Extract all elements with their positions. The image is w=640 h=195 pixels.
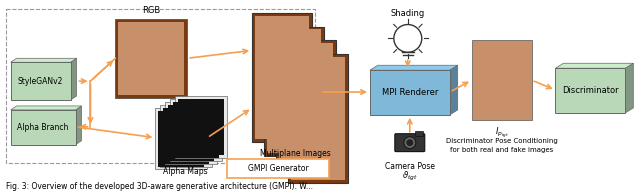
FancyBboxPatch shape bbox=[115, 19, 188, 98]
FancyBboxPatch shape bbox=[279, 43, 333, 167]
FancyBboxPatch shape bbox=[556, 68, 625, 113]
Text: $I_{p_{tgt}}$: $I_{p_{tgt}}$ bbox=[495, 126, 509, 140]
Polygon shape bbox=[625, 63, 634, 113]
FancyBboxPatch shape bbox=[173, 102, 220, 158]
Polygon shape bbox=[11, 106, 81, 110]
Text: MPI Renderer: MPI Renderer bbox=[381, 88, 438, 97]
Polygon shape bbox=[11, 58, 77, 62]
Text: Discriminator Pose Conditioning: Discriminator Pose Conditioning bbox=[445, 138, 557, 144]
Text: for both real and fake images: for both real and fake images bbox=[450, 147, 553, 153]
FancyBboxPatch shape bbox=[395, 134, 425, 152]
FancyBboxPatch shape bbox=[165, 102, 217, 164]
FancyBboxPatch shape bbox=[118, 21, 184, 95]
Text: Alpha Maps: Alpha Maps bbox=[163, 168, 207, 176]
Text: Alpha Branch: Alpha Branch bbox=[17, 123, 68, 132]
FancyBboxPatch shape bbox=[163, 108, 209, 164]
FancyBboxPatch shape bbox=[415, 131, 423, 136]
FancyBboxPatch shape bbox=[252, 13, 312, 142]
FancyBboxPatch shape bbox=[161, 105, 212, 167]
Text: StyleGANv2: StyleGANv2 bbox=[18, 77, 63, 86]
FancyBboxPatch shape bbox=[170, 99, 222, 160]
FancyBboxPatch shape bbox=[11, 110, 76, 145]
FancyBboxPatch shape bbox=[175, 96, 227, 158]
Polygon shape bbox=[556, 63, 634, 68]
Text: RGB: RGB bbox=[142, 6, 161, 15]
FancyBboxPatch shape bbox=[168, 105, 214, 160]
Text: Shading: Shading bbox=[390, 9, 425, 18]
Text: GMPI Generator: GMPI Generator bbox=[248, 164, 308, 173]
Circle shape bbox=[406, 139, 413, 146]
Circle shape bbox=[404, 137, 416, 149]
Polygon shape bbox=[70, 58, 77, 100]
FancyBboxPatch shape bbox=[267, 29, 321, 153]
Polygon shape bbox=[370, 65, 458, 70]
Polygon shape bbox=[450, 65, 458, 115]
FancyBboxPatch shape bbox=[370, 70, 450, 115]
FancyBboxPatch shape bbox=[288, 54, 348, 183]
Text: Camera Pose: Camera Pose bbox=[385, 161, 435, 171]
FancyBboxPatch shape bbox=[276, 40, 336, 169]
Text: Discriminator: Discriminator bbox=[562, 86, 619, 95]
FancyBboxPatch shape bbox=[11, 62, 70, 100]
FancyBboxPatch shape bbox=[472, 40, 532, 120]
Text: Fig. 3: Overview of the developed 3D-aware generative architecture (GMPI). W...: Fig. 3: Overview of the developed 3D-awa… bbox=[6, 182, 313, 191]
FancyBboxPatch shape bbox=[179, 99, 224, 155]
Text: Multiplane Images: Multiplane Images bbox=[260, 149, 330, 158]
FancyBboxPatch shape bbox=[158, 111, 204, 167]
FancyBboxPatch shape bbox=[227, 159, 329, 178]
Polygon shape bbox=[76, 106, 81, 145]
FancyBboxPatch shape bbox=[255, 16, 309, 139]
FancyBboxPatch shape bbox=[291, 57, 345, 180]
Text: $\vartheta_{tgt}$: $\vartheta_{tgt}$ bbox=[402, 169, 418, 183]
FancyBboxPatch shape bbox=[264, 27, 324, 156]
FancyBboxPatch shape bbox=[156, 108, 207, 169]
